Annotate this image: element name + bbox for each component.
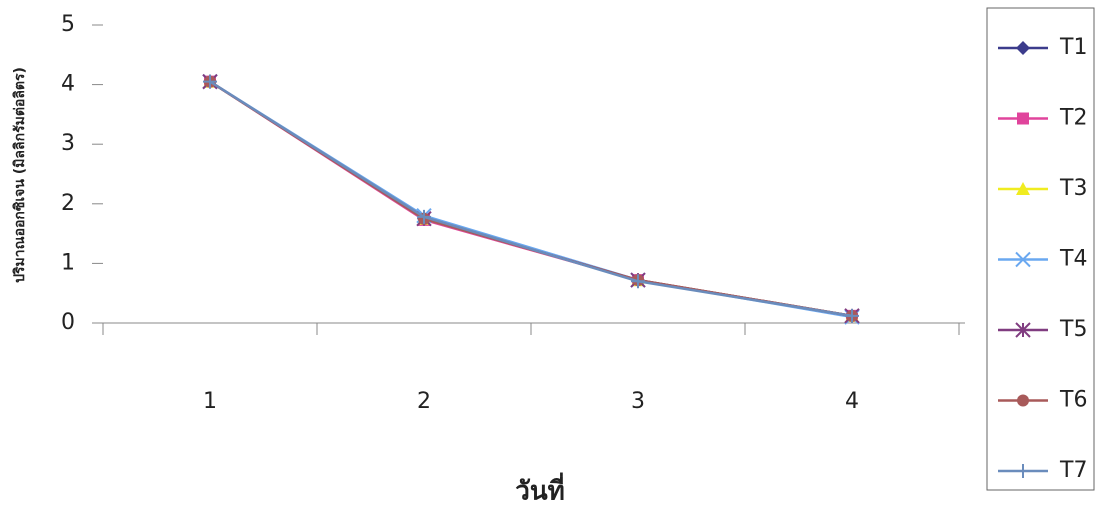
point — [631, 274, 645, 289]
legend-marker — [1016, 464, 1030, 478]
y-tick-label: 0 — [61, 310, 75, 335]
series-line — [209, 80, 853, 319]
y-tick-label: 1 — [61, 250, 75, 275]
y-tick-label: 2 — [61, 191, 75, 216]
series-line — [209, 80, 853, 318]
point — [417, 209, 431, 224]
legend-marker — [1016, 182, 1030, 195]
legend-marker — [1015, 322, 1031, 338]
x-tick-label: 2 — [417, 389, 431, 414]
legend-label: T4 — [1059, 247, 1087, 272]
legend-label: T3 — [1059, 176, 1087, 201]
series-line — [209, 80, 853, 318]
point — [845, 308, 859, 323]
legend-label: T6 — [1059, 388, 1087, 413]
legend-marker — [1017, 394, 1029, 407]
legend-label: T5 — [1059, 317, 1087, 342]
y-tick-label: 3 — [61, 131, 75, 156]
legend-label: T1 — [1059, 35, 1087, 60]
series-line — [209, 80, 853, 318]
legend-label: T2 — [1059, 106, 1087, 131]
legend-box — [986, 7, 1095, 491]
x-axis-title: วันที่ — [515, 472, 565, 507]
point — [203, 74, 217, 89]
series-line — [209, 80, 853, 318]
y-tick-label: 4 — [61, 72, 75, 97]
y-tick-label: 5 — [61, 12, 75, 37]
series-line — [209, 80, 853, 318]
x-tick-label: 1 — [203, 389, 217, 414]
legend-marker — [1015, 251, 1031, 268]
legend-label: T7 — [1059, 458, 1087, 483]
y-axis-title: ปริมาณออกซิเจน (มิลลิกรัมต่อลิตร) — [12, 67, 28, 283]
legend-marker — [1016, 41, 1030, 55]
x-tick-label: 3 — [631, 389, 645, 414]
series-line — [209, 80, 853, 318]
legend-marker — [1017, 112, 1029, 125]
x-tick-label: 4 — [845, 389, 859, 414]
